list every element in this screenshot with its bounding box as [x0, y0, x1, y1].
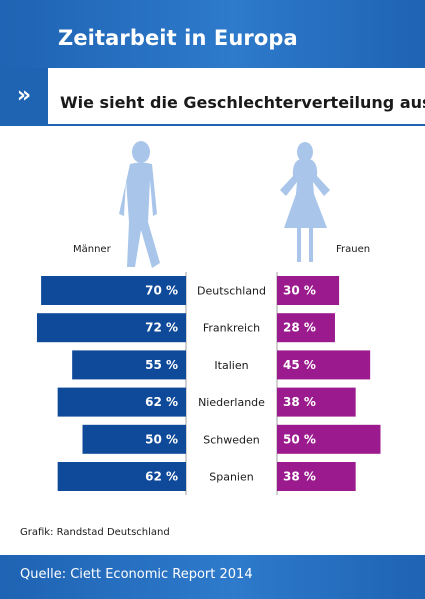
bar-frauen [277, 424, 381, 454]
divider-line [0, 124, 425, 126]
page-subtitle: Wie sieht die Geschlechterverteilung aus… [60, 93, 425, 112]
value-label-frauen: 45 % [283, 358, 316, 372]
bar-frauen [277, 313, 335, 343]
bar-maenner [57, 462, 186, 491]
category-label: Spanien [209, 471, 254, 484]
bar-frauen [277, 350, 371, 380]
bar-frauen [277, 276, 340, 305]
category-label: Niederlande [198, 396, 265, 409]
page-title: Zeitarbeit in Europa [58, 26, 298, 50]
credit-text: Grafik: Randstad Deutschland [20, 527, 170, 538]
value-label-maenner: 62 % [145, 395, 178, 409]
category-label: Italien [214, 359, 248, 372]
title-band: Zeitarbeit in Europa [0, 0, 425, 68]
value-label-maenner: 55 % [145, 358, 178, 372]
footer-band: Quelle: Ciett Economic Report 2014 [0, 555, 425, 599]
double-chevron-icon: » [0, 68, 48, 124]
bar-frauen [277, 387, 356, 417]
value-label-frauen: 38 % [283, 395, 316, 409]
value-label-maenner: 70 % [145, 284, 178, 298]
value-label-maenner: 62 % [145, 470, 178, 484]
bar-maenner [82, 424, 186, 454]
figures-group [119, 141, 330, 268]
value-label-frauen: 38 % [283, 470, 316, 484]
men-label: Männer [73, 244, 112, 255]
man-silhouette-icon [119, 141, 160, 268]
woman-silhouette-icon [280, 142, 330, 262]
bar-maenner [57, 387, 186, 417]
bar-frauen [277, 462, 356, 491]
category-label: Frankreich [203, 322, 260, 335]
category-label: Schweden [203, 433, 260, 446]
bar-maenner [41, 276, 186, 305]
value-label-frauen: 28 % [283, 321, 316, 335]
category-label: Deutschland [197, 285, 266, 298]
bar-maenner [36, 313, 187, 343]
value-label-frauen: 30 % [283, 284, 316, 298]
value-label-maenner: 72 % [145, 321, 178, 335]
bar-maenner [72, 350, 186, 380]
gender-distribution-chart: Männer Frauen 70 % 30 % Deutschland 72 % 28 … [36, 141, 381, 495]
source-text: Quelle: Ciett Economic Report 2014 [20, 567, 253, 582]
value-label-frauen: 50 % [283, 432, 316, 446]
women-label: Frauen [336, 244, 370, 255]
value-label-maenner: 50 % [145, 432, 178, 446]
